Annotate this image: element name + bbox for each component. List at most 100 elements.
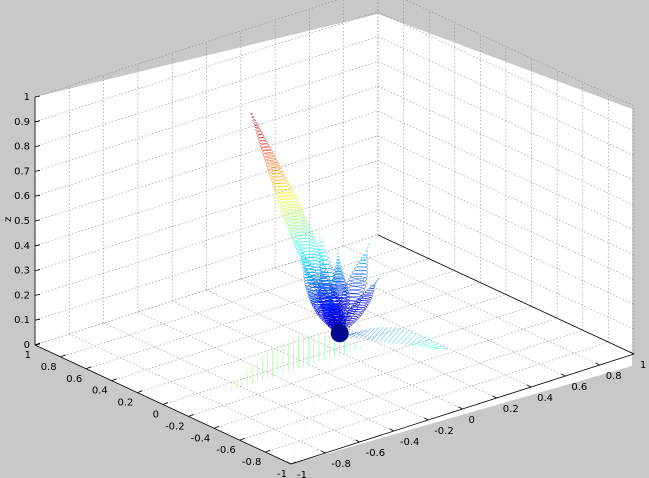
grid-line-floor-x	[103, 322, 360, 443]
y-tick-label: -0.2	[165, 421, 185, 432]
surface-center	[330, 324, 349, 343]
y-tick-label: -0.8	[242, 457, 262, 468]
x-tick-mark	[629, 351, 635, 355]
grid-line-wall-y1-horiz	[34, 0, 339, 98]
y-tick-label: -1	[277, 469, 287, 478]
x-tick-label: 0.6	[571, 382, 587, 393]
surface-ring	[264, 158, 278, 165]
y-tick-mark	[214, 425, 220, 429]
surface-strip	[429, 346, 443, 349]
surface-ring	[367, 247, 369, 249]
surface-ring	[262, 152, 275, 158]
grid-line-floor-y	[34, 234, 379, 346]
surface-ring	[374, 282, 377, 284]
y-tick-mark	[265, 449, 271, 453]
surface-strip	[367, 327, 380, 341]
x-tick-mark	[355, 439, 360, 443]
x-tick-mark	[321, 450, 326, 454]
surface-ring	[331, 315, 348, 322]
surface-ring	[368, 243, 370, 245]
surface-ring	[277, 194, 297, 204]
surface-ring	[328, 297, 331, 300]
axes-pane-left	[35, 14, 378, 464]
surface-ring	[306, 286, 308, 289]
surface-ring	[349, 306, 366, 313]
surface-ring	[299, 248, 302, 251]
surface-ring	[337, 252, 339, 255]
grid-line-floor-x	[309, 256, 566, 377]
z-tick-mark	[34, 244, 41, 247]
surface-ring	[318, 237, 321, 239]
surface-ring	[337, 259, 339, 262]
surface-ring	[345, 313, 361, 319]
surface-ring	[274, 188, 294, 197]
surface-ring	[346, 279, 367, 287]
y-tick-labels: 1 0.8 0.6 0.4 0.2 0 -0.2 -0.4 -0.6 -0.8 -1	[25, 342, 297, 478]
surface-ring	[278, 197, 299, 207]
surface-ring	[334, 265, 342, 268]
surface-ring	[334, 270, 343, 274]
z-tick-mark	[34, 120, 41, 123]
y-tick-label: -0.6	[216, 445, 236, 456]
grid-line-wall-x1-horiz	[377, 61, 635, 181]
surface-ring	[318, 248, 327, 252]
grid-line-wall-y1-horiz	[34, 185, 379, 296]
grid-line-wall-x1-horiz	[377, 36, 635, 156]
side-lobe	[328, 259, 350, 337]
surface-strip	[421, 341, 434, 348]
z-tick-labels: 0 0.1 0.2 0.3 0.4 0.5 0.6 0.7 0.8 0.9 1	[14, 92, 41, 351]
surface-ring	[329, 306, 350, 314]
surface-ring	[377, 278, 380, 280]
grid-line-floor-y	[214, 318, 558, 429]
surface-ring	[318, 285, 335, 291]
grid-line-wall-x1-horiz	[377, 85, 635, 206]
grid-line-floor-y	[86, 258, 430, 370]
surface-ring	[318, 241, 323, 243]
surface-ring	[328, 297, 350, 305]
y-tick-label: 1	[25, 350, 31, 361]
surface-ring	[287, 222, 310, 233]
z-tick-mark	[34, 145, 41, 147]
grid-line-floor-y	[60, 246, 404, 358]
surface-ring	[358, 260, 369, 264]
surface-ring	[283, 213, 306, 223]
z-tick-mark	[34, 318, 41, 321]
grid-line-floor-x	[137, 311, 395, 432]
surface-strip	[387, 327, 401, 343]
grid-line-floor-y	[111, 270, 455, 381]
x-tick-mark	[286, 461, 292, 465]
surface-ring	[332, 275, 345, 280]
grid-line-wall-y1-horiz	[34, 85, 379, 197]
surface-ring	[323, 314, 346, 322]
surface-ring	[254, 125, 260, 128]
surface-ring	[252, 119, 256, 122]
surface-strip	[379, 326, 392, 342]
z-tick-mark	[34, 194, 41, 197]
x-tick-label: 0.4	[537, 393, 553, 404]
floor-lobe-left	[226, 334, 361, 393]
surface-ring	[282, 210, 305, 220]
surface-strip	[413, 336, 426, 347]
z-tick-label: 0.3	[14, 266, 30, 277]
y-tick-label: 0.4	[92, 386, 108, 397]
surface-ring	[354, 266, 369, 272]
surface-ring	[318, 233, 320, 235]
surface-ring	[341, 293, 363, 301]
surface-ring	[344, 282, 366, 290]
grid-lines	[34, 0, 635, 465]
surface-ring	[329, 286, 349, 293]
surface-ring	[300, 255, 307, 258]
surface-ring	[272, 182, 291, 191]
surface-strip	[346, 331, 359, 338]
x-tick-label: 1	[640, 360, 646, 371]
y-tick-label: 0.8	[41, 362, 57, 373]
grid-line-floor-x	[343, 245, 600, 366]
surface-ring	[350, 304, 368, 311]
surface-ring	[365, 250, 368, 253]
grid-line-floor-y	[239, 329, 583, 441]
surface-ring	[300, 254, 323, 264]
z-tick-label: 0.9	[14, 117, 30, 128]
surface-ring	[289, 228, 313, 239]
surface-strip	[354, 329, 367, 339]
surface-ring	[337, 265, 340, 267]
